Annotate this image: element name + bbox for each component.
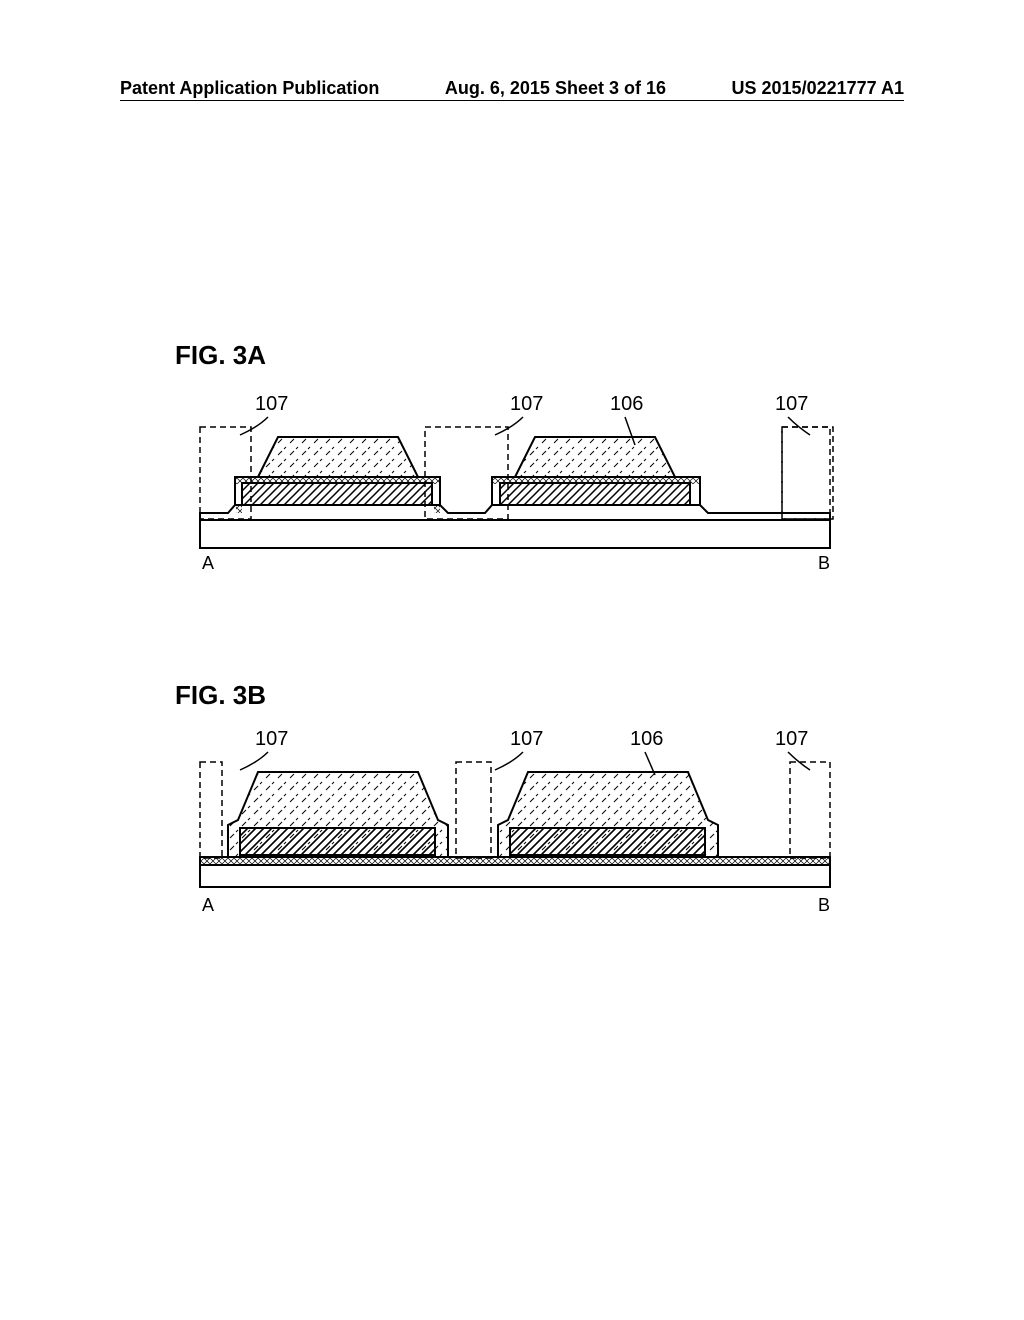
ref-107-1-a: 107 xyxy=(255,393,288,416)
header-left: Patent Application Publication xyxy=(120,78,379,99)
header-center: Aug. 6, 2015 Sheet 3 of 16 xyxy=(445,78,666,99)
ref-107-3-b: 107 xyxy=(775,728,808,751)
section-a-left-3a: A xyxy=(202,553,214,574)
section-b-right-3a: B xyxy=(818,553,830,574)
diagram-3a: 107 107 106 107 xyxy=(180,385,850,580)
ref-106-a: 106 xyxy=(610,393,643,416)
ref-107-2-b: 107 xyxy=(510,728,543,751)
ref-107-3-a: 107 xyxy=(775,393,808,416)
ref-107-1-b: 107 xyxy=(255,728,288,751)
diagram-3b: 107 107 106 107 xyxy=(180,720,850,925)
section-b-right-3b: B xyxy=(818,895,830,916)
ref-107-2-a: 107 xyxy=(510,393,543,416)
figure-label-3b: FIG. 3B xyxy=(175,680,266,711)
ref-106-b: 106 xyxy=(630,728,663,751)
section-a-left-3b: A xyxy=(202,895,214,916)
figure-label-3a: FIG. 3A xyxy=(175,340,266,371)
header-divider xyxy=(120,100,904,101)
header-right: US 2015/0221777 A1 xyxy=(732,78,904,99)
